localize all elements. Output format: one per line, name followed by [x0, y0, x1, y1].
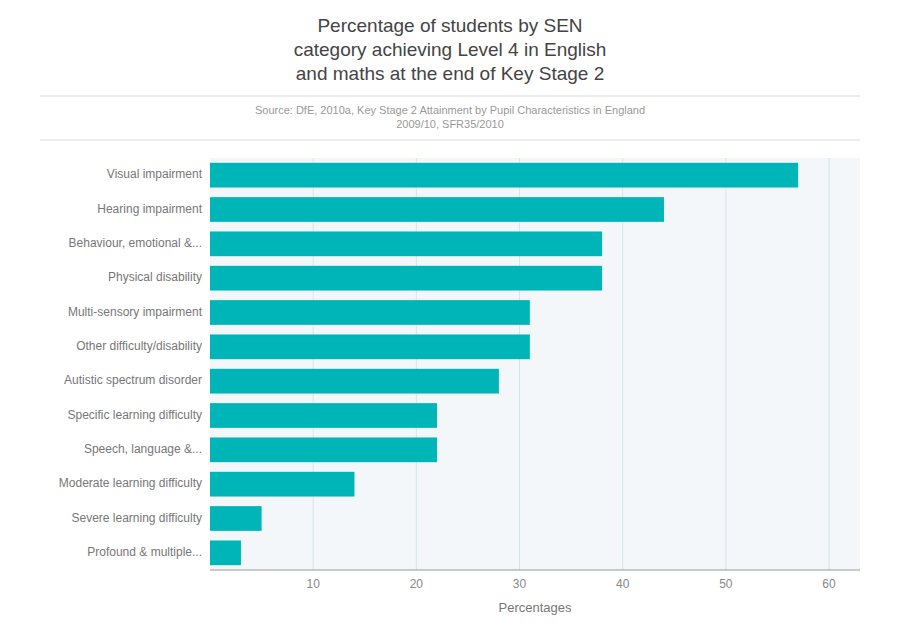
source-line: 2009/10, SFR35/2010: [396, 118, 504, 130]
bar: [210, 266, 602, 291]
bar: [210, 231, 602, 256]
category-label: Multi-sensory impairment: [68, 305, 203, 319]
bar: [210, 334, 530, 359]
tick-label: 40: [616, 577, 630, 591]
category-label: Visual impairment: [107, 167, 203, 181]
grid-line: [829, 158, 830, 570]
bar: [210, 437, 437, 462]
bar: [210, 300, 530, 325]
title-line: category achieving Level 4 in English: [294, 39, 607, 60]
category-label: Profound & multiple...: [87, 545, 202, 559]
bar: [210, 369, 499, 394]
bar: [210, 472, 354, 497]
title: Percentage of students by SEN category ac…: [294, 15, 607, 84]
title-line: and maths at the end of Key Stage 2: [296, 63, 604, 84]
category-label: Specific learning difficulty: [67, 408, 202, 422]
category-label: Autistic spectrum disorder: [64, 373, 202, 387]
background: [0, 0, 900, 631]
category-label: Severe learning difficulty: [71, 511, 202, 525]
x-axis-line: [210, 570, 860, 571]
tick-label: 10: [306, 577, 320, 591]
category-label: Moderate learning difficulty: [59, 476, 202, 490]
grid-line: [725, 158, 726, 570]
bar: [210, 197, 664, 222]
category-label: Physical disability: [108, 270, 202, 284]
tick-label: 20: [410, 577, 424, 591]
rule: [40, 96, 860, 97]
rule: [40, 140, 860, 141]
x-axis-label: Percentages: [499, 600, 572, 615]
bar: [210, 540, 241, 565]
bars: [210, 163, 798, 565]
category-label: Behaviour, emotional &...: [69, 236, 202, 250]
tick-label: 30: [513, 577, 527, 591]
bar: [210, 403, 437, 428]
bar: [210, 506, 262, 531]
title-line: Percentage of students by SEN: [317, 15, 582, 36]
plot-area: [210, 158, 860, 570]
category-label: Hearing impairment: [97, 202, 202, 216]
tick-label: 50: [719, 577, 733, 591]
category-label: Speech, language &...: [84, 442, 202, 456]
tick-label: 60: [822, 577, 836, 591]
category-label: Other difficulty/disability: [76, 339, 202, 353]
source-line: Source: DfE, 2010a, Key Stage 2 Attainme…: [255, 104, 645, 116]
bar: [210, 163, 798, 188]
source: Source: DfE, 2010a, Key Stage 2 Attainme…: [255, 104, 645, 130]
chart: Percentage of students by SEN category ac…: [0, 0, 900, 631]
